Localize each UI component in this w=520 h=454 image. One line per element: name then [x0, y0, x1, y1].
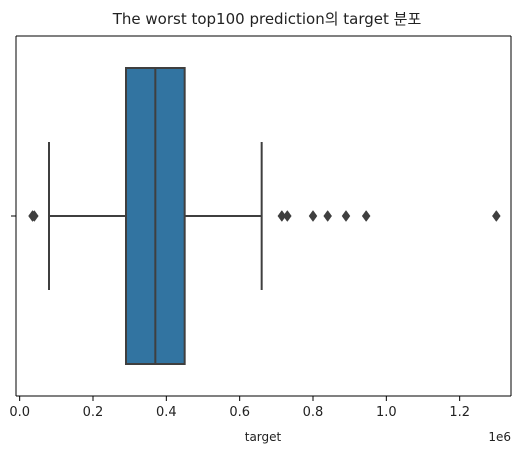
- outlier-point: [341, 210, 351, 222]
- chart-title: The worst top100 prediction의 target 분포: [112, 10, 422, 28]
- outlier-point: [308, 210, 318, 222]
- x-tick-label: 0.8: [303, 405, 324, 420]
- x-tick-label: 0.0: [9, 405, 30, 420]
- x-tick-label: 1.2: [449, 405, 470, 420]
- outlier-point: [283, 210, 292, 222]
- outlier-point: [323, 210, 332, 222]
- box-group: [48, 67, 263, 365]
- x-axis-label: target: [245, 430, 282, 444]
- outlier-point: [30, 210, 39, 222]
- plot-area: [11, 35, 512, 397]
- x-tick-label: 0.2: [83, 405, 104, 420]
- x-tick-label: 1.0: [376, 405, 397, 420]
- x-tick-label: 0.6: [229, 405, 250, 420]
- outlier-group: [28, 210, 501, 222]
- outlier-point: [361, 210, 371, 222]
- x-axis-ticks: 0.0 0.2 0.4 0.6 0.8 1.0 1.2: [9, 396, 470, 420]
- x-tick-label: 0.4: [156, 405, 177, 420]
- x-axis-offset-label: 1e6: [488, 430, 511, 444]
- outlier-point: [492, 210, 501, 222]
